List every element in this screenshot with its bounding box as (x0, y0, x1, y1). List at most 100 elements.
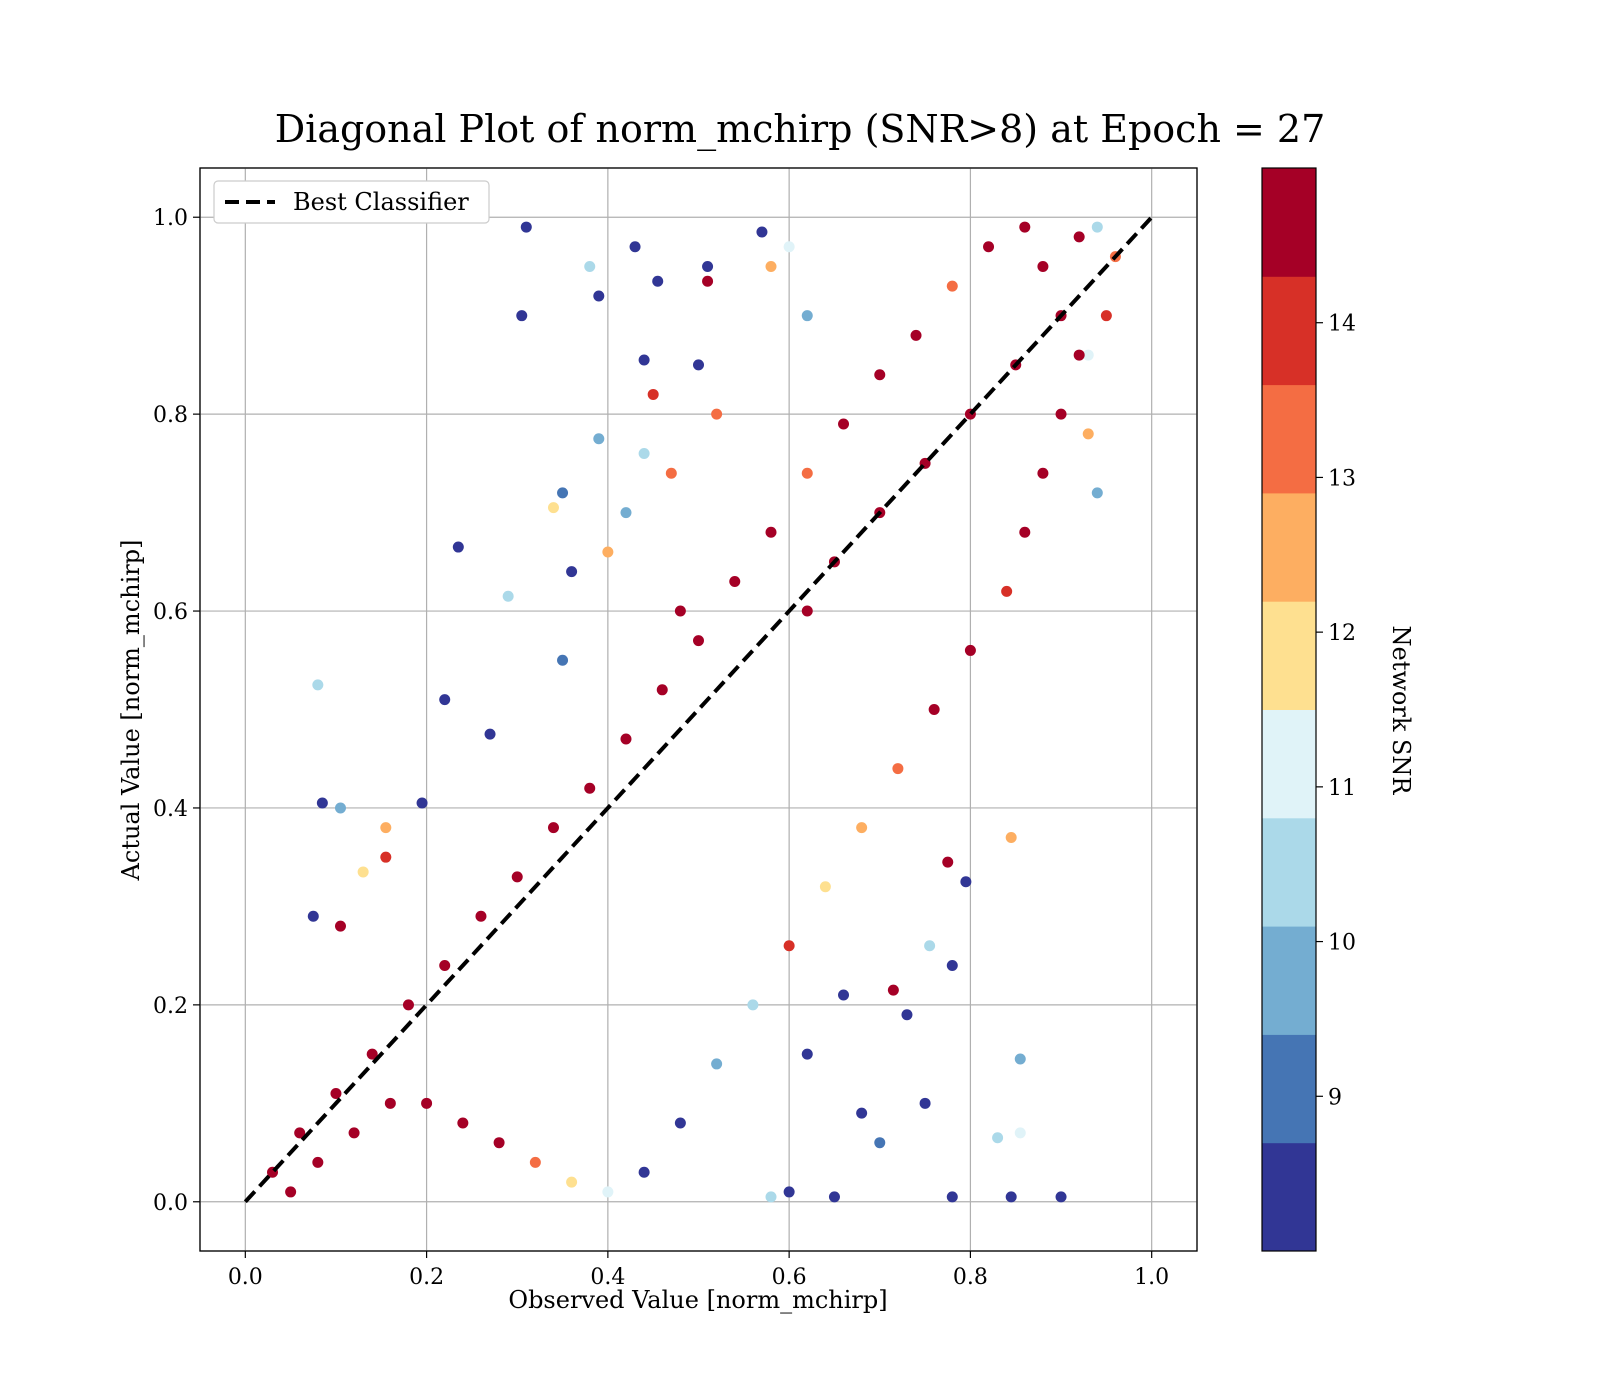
data-point (942, 856, 954, 868)
legend-entry-best-classifier: Best Classifier (293, 188, 469, 216)
data-point (674, 605, 686, 617)
data-point (1019, 526, 1031, 538)
data-point (416, 797, 428, 809)
legend: Best Classifier (213, 180, 490, 224)
data-point (924, 940, 936, 952)
best-classifier-line (243, 215, 1154, 1204)
data-point (783, 1186, 795, 1198)
data-point (566, 1176, 578, 1188)
data-point (285, 1186, 297, 1198)
x-tick-label: 0.0 (228, 1265, 263, 1290)
data-point (516, 310, 528, 322)
data-point (1091, 487, 1103, 499)
data-point (1019, 221, 1031, 233)
data-point (887, 984, 899, 996)
data-point (783, 241, 795, 253)
data-point (756, 226, 768, 238)
y-tick-label: 0.2 (153, 994, 188, 1019)
grid-lines (200, 168, 1197, 1251)
colorbar-band (1262, 817, 1316, 927)
data-point (928, 704, 940, 715)
data-point (593, 433, 605, 445)
y-tick-label: 0.4 (153, 797, 188, 822)
data-point (584, 260, 596, 272)
data-point (693, 635, 704, 647)
colorbar-bands (1262, 168, 1316, 1252)
colorbar-tick-label: 11 (1328, 776, 1356, 801)
data-point (638, 1166, 650, 1178)
data-point (801, 1048, 813, 1060)
data-point (1037, 467, 1049, 479)
data-point (747, 999, 759, 1011)
data-point (629, 241, 641, 253)
data-point (1073, 231, 1085, 243)
data-point (452, 541, 464, 553)
data-point (1001, 585, 1013, 597)
colorbar-band (1262, 926, 1316, 1035)
y-tick-label: 0.8 (153, 403, 188, 428)
data-point (828, 1191, 840, 1203)
data-point (366, 1048, 378, 1060)
data-point (511, 871, 523, 883)
data-point (711, 1058, 723, 1070)
data-point (1014, 1053, 1026, 1065)
data-point (584, 782, 596, 794)
data-point (330, 1087, 342, 1099)
data-point (1100, 310, 1112, 322)
plot-frame-outline (199, 167, 1198, 1252)
x-tick-label: 0.6 (772, 1265, 807, 1290)
data-point (620, 733, 632, 745)
data-point (1037, 260, 1049, 272)
data-point (901, 1009, 913, 1021)
x-tick-label: 0.4 (590, 1265, 625, 1290)
x-tick-label: 0.8 (953, 1265, 988, 1290)
data-point (874, 1137, 886, 1149)
data-point (946, 1191, 958, 1203)
data-point (946, 959, 958, 971)
data-point (566, 566, 578, 578)
data-point (910, 329, 922, 341)
y-tick-label: 0.0 (153, 1191, 188, 1216)
plot-area: 0.0 0.2 0.4 0.6 0.8 1.0 0.0 0.2 0.4 0.6 0.8 1.0 (153, 167, 1198, 1290)
data-point (1014, 1127, 1026, 1139)
colorbar-band (1262, 492, 1316, 602)
data-point (693, 359, 704, 371)
colorbar-tick-label: 9 (1328, 1085, 1342, 1110)
data-point (946, 280, 958, 292)
data-point (729, 576, 741, 588)
data-point (620, 507, 632, 519)
y-tick-label: 0.6 (153, 600, 188, 625)
data-point (484, 728, 496, 740)
data-point (475, 910, 487, 922)
x-tick-label: 0.2 (409, 1265, 444, 1290)
data-point (602, 1186, 614, 1198)
data-point (801, 605, 813, 617)
x-axis-label: Observed Value [norm_mchirp] (508, 1286, 887, 1314)
data-point (819, 881, 831, 893)
x-axis-ticks: 0.0 0.2 0.4 0.6 0.8 1.0 (228, 1251, 1169, 1290)
colorbar-band (1262, 384, 1316, 494)
data-point (983, 241, 995, 253)
scatter-points (267, 221, 1121, 1203)
data-point (702, 260, 714, 272)
data-point (439, 959, 451, 971)
colorbar-band (1262, 168, 1316, 277)
data-point (316, 797, 328, 809)
data-point (547, 502, 559, 514)
colorbar: 9 10 11 12 13 14 Network SNR (1261, 167, 1415, 1252)
data-point (402, 999, 414, 1011)
data-point (348, 1127, 360, 1139)
data-point (919, 1097, 931, 1109)
data-point (384, 1097, 396, 1109)
data-point (593, 290, 605, 302)
colorbar-label: Network SNR (1387, 626, 1415, 796)
y-axis-label: Actual Value [norm_mchirp] (117, 540, 145, 882)
data-point (312, 1156, 324, 1168)
data-point (874, 369, 886, 381)
colorbar-tick-label: 12 (1328, 621, 1356, 646)
data-point (307, 910, 319, 922)
data-point (765, 526, 777, 538)
x-tick-label: 1.0 (1134, 1265, 1169, 1290)
data-point (357, 866, 369, 878)
